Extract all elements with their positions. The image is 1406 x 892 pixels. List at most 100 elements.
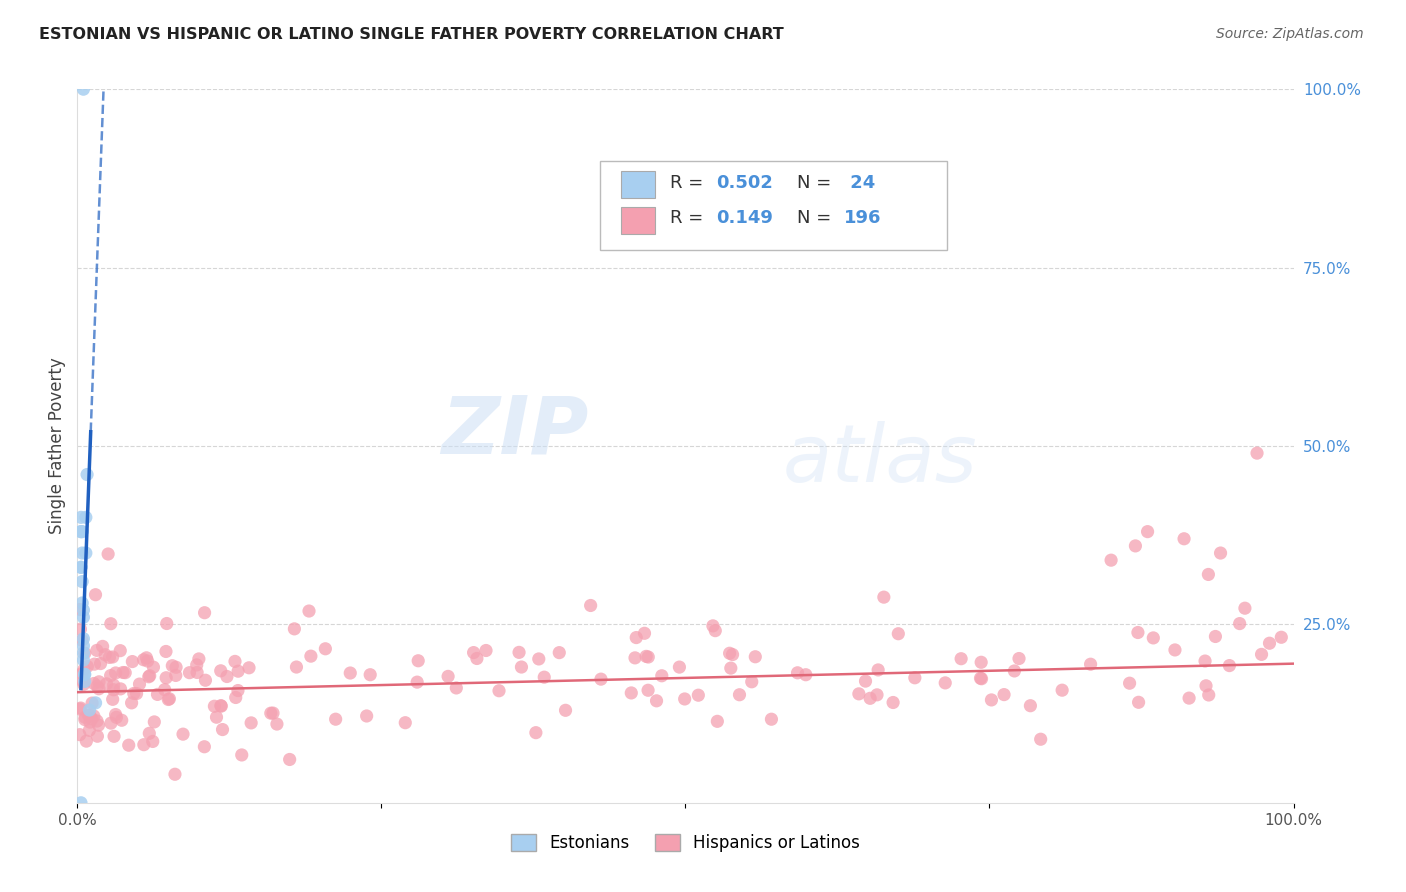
Point [859, 691, 882, 706]
Point [314, 641, 336, 656]
Point [1099, 553, 1122, 567]
Text: atlas: atlas [783, 421, 977, 500]
Point [205, 710, 228, 724]
Point [465, 651, 488, 665]
Point [224, 654, 246, 668]
Point [728, 688, 751, 702]
Point [87, 681, 110, 696]
Point [80, 712, 103, 726]
Point [86, 643, 108, 657]
Point [72, 632, 94, 646]
Point [673, 692, 696, 706]
Text: ESTONIAN VS HISPANIC OR LATINO SINGLE FATHER POVERTY CORRELATION CHART: ESTONIAN VS HISPANIC OR LATINO SINGLE FA… [39, 27, 785, 42]
Point [226, 664, 249, 678]
Point [950, 651, 973, 665]
Point [873, 590, 896, 604]
Point [193, 739, 215, 754]
Point [848, 687, 870, 701]
Point [70, 510, 93, 524]
Point [488, 683, 510, 698]
Point [110, 643, 132, 657]
Point [475, 643, 498, 657]
Point [285, 660, 308, 674]
Point [76, 467, 98, 482]
Point [73, 674, 96, 689]
Point [1050, 683, 1073, 698]
Point [211, 723, 233, 737]
Point [527, 652, 550, 666]
Point [121, 655, 143, 669]
Point [1125, 539, 1147, 553]
Text: 0.149: 0.149 [716, 210, 773, 227]
Point [215, 669, 238, 683]
Point [786, 665, 808, 680]
Point [75, 510, 97, 524]
Point [75, 546, 97, 560]
Point [132, 653, 155, 667]
Point [645, 694, 668, 708]
Legend: Estonians, Hispanics or Latinos: Estonians, Hispanics or Latinos [505, 827, 866, 859]
Point [651, 669, 673, 683]
Point [157, 691, 180, 706]
Point [1173, 532, 1195, 546]
Point [970, 672, 993, 686]
Point [186, 665, 208, 680]
Point [100, 716, 122, 731]
Point [111, 713, 134, 727]
Point [548, 646, 571, 660]
Text: 24: 24 [844, 174, 875, 192]
Point [463, 646, 485, 660]
Point [114, 665, 136, 680]
Point [934, 676, 956, 690]
Text: ZIP: ZIP [440, 392, 588, 471]
Point [72, 653, 94, 667]
Point [637, 683, 659, 698]
Point [702, 619, 724, 633]
Point [165, 668, 187, 682]
Point [278, 752, 301, 766]
Point [73, 667, 96, 681]
Point [146, 687, 169, 701]
Point [744, 649, 766, 664]
Point [73, 677, 96, 691]
Point [121, 696, 143, 710]
Point [100, 668, 122, 682]
Point [179, 665, 201, 680]
Point [110, 681, 132, 696]
Point [157, 692, 180, 706]
Point [72, 646, 94, 660]
Point [1008, 651, 1031, 665]
Point [125, 687, 148, 701]
Point [394, 715, 416, 730]
Point [172, 727, 194, 741]
Point [359, 667, 381, 681]
Point [1270, 630, 1292, 644]
Point [162, 658, 184, 673]
Point [132, 738, 155, 752]
Point [339, 666, 361, 681]
Point [240, 715, 263, 730]
Point [73, 713, 96, 727]
Point [262, 706, 284, 720]
Point [118, 738, 141, 752]
Point [533, 670, 555, 684]
Point [186, 657, 208, 672]
Point [524, 725, 547, 739]
Point [446, 681, 468, 695]
Point [624, 651, 647, 665]
Point [510, 660, 533, 674]
Point [96, 677, 118, 691]
Text: 196: 196 [844, 210, 882, 227]
Point [90, 657, 112, 671]
Point [1204, 630, 1226, 644]
Point [1178, 691, 1201, 706]
Point [79, 708, 101, 723]
Point [194, 673, 217, 688]
Point [1258, 636, 1281, 650]
Point [111, 665, 134, 680]
Point [1002, 664, 1025, 678]
Point [122, 686, 145, 700]
Point [406, 654, 429, 668]
Point [86, 729, 108, 743]
Point [260, 706, 283, 721]
